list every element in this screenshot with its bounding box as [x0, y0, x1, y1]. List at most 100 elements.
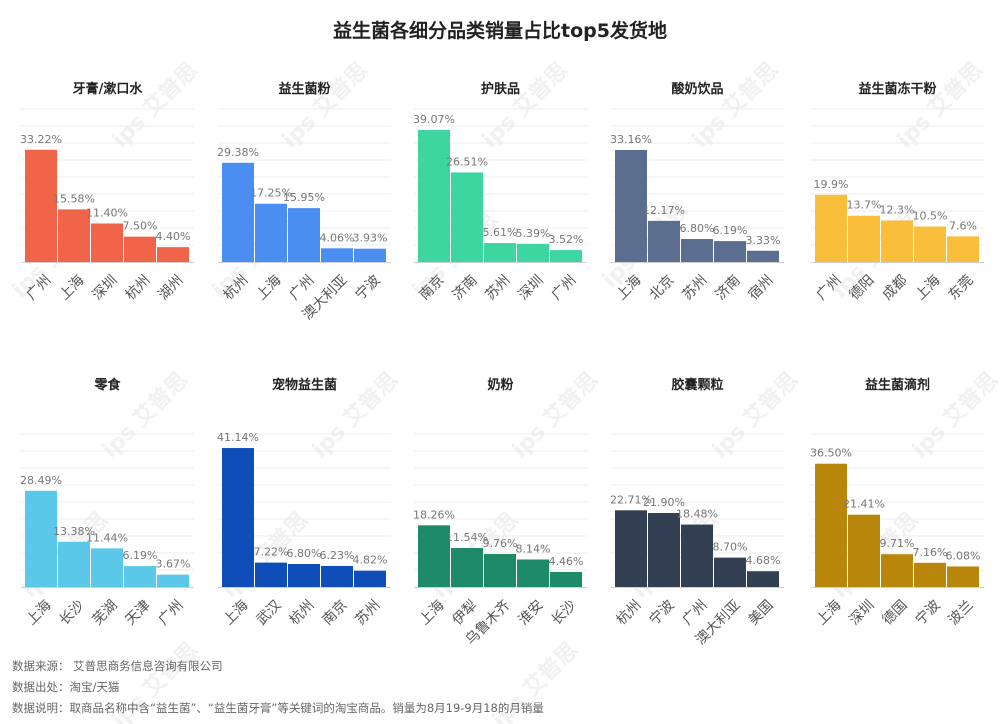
bar: [157, 574, 189, 587]
data-label: 36.50%: [810, 447, 852, 460]
bar: [451, 548, 483, 587]
category-label: 济南: [712, 272, 743, 303]
category-label: 宁波: [352, 272, 384, 304]
category-label: 北京: [646, 272, 677, 303]
data-label: 3.52%: [549, 233, 584, 246]
watermark: ips 艾普思: [507, 367, 603, 463]
category-label: 深圳: [89, 272, 120, 303]
bar: [321, 248, 353, 262]
watermark: ips 艾普思: [477, 57, 573, 153]
bar: [517, 243, 549, 262]
category-label: 苏州: [352, 597, 383, 628]
data-label: 26.51%: [446, 155, 488, 168]
data-label: 21.41%: [843, 498, 885, 511]
bar: [947, 566, 979, 587]
category-label: 广州: [155, 597, 186, 628]
data-label: 3.67%: [156, 558, 191, 571]
bar: [881, 554, 913, 587]
data-label: 4.82%: [353, 554, 388, 567]
category-label: 成都: [879, 272, 910, 303]
bar: [714, 557, 746, 587]
data-label: 15.58%: [53, 192, 95, 205]
data-label: 7.50%: [123, 220, 158, 233]
data-label: 3.33%: [746, 234, 781, 247]
data-label: 10.5%: [913, 210, 948, 223]
data-label: 6.19%: [713, 224, 748, 237]
bar: [615, 149, 647, 262]
data-label: 13.38%: [53, 525, 95, 538]
data-label: 29.38%: [217, 146, 259, 159]
footer: 数据来源： 艾普思商务信息咨询有限公司 数据出处：淘宝/天猫 数据说明：取商品名…: [12, 656, 544, 719]
data-label: 4.40%: [156, 230, 191, 243]
data-label: 33.22%: [20, 133, 62, 146]
category-label: 广州: [548, 272, 579, 303]
bar: [451, 172, 483, 262]
category-label: 长沙: [548, 597, 579, 628]
bar: [255, 203, 287, 262]
data-label: 18.26%: [413, 508, 455, 521]
data-label: 6.19%: [123, 549, 158, 562]
bar: [648, 513, 680, 587]
bar: [124, 236, 156, 262]
bar: [681, 524, 713, 587]
category-label: 苏州: [679, 272, 710, 303]
data-label: 8.70%: [713, 541, 748, 554]
category-label: 美国: [745, 597, 776, 628]
bar: [714, 241, 746, 262]
bar: [681, 239, 713, 262]
bar: [881, 220, 913, 262]
bar: [418, 525, 450, 587]
bar: [124, 566, 156, 587]
data-label: 18.48%: [676, 508, 718, 521]
category-label: 武汉: [253, 597, 284, 628]
data-label: 39.07%: [413, 113, 455, 126]
data-label: 3.93%: [353, 232, 388, 245]
category-label: 宁波: [912, 597, 944, 629]
bar: [550, 571, 582, 587]
bar: [517, 559, 549, 587]
bar: [747, 250, 779, 262]
chart-title: 牙膏/漱口水: [73, 81, 144, 97]
data-label: 33.16%: [610, 133, 652, 146]
category-label: 济南: [449, 272, 480, 303]
bar: [914, 562, 946, 587]
data-label: 21.90%: [643, 496, 685, 509]
chart-title: 宠物益生菌: [272, 377, 337, 393]
bar: [418, 130, 450, 262]
bar: [648, 220, 680, 262]
bar: [321, 565, 353, 587]
data-label: 12.17%: [643, 204, 685, 217]
data-label: 5.39%: [516, 227, 551, 240]
bar: [848, 514, 880, 587]
data-label: 4.06%: [320, 231, 355, 244]
data-label: 4.68%: [746, 554, 781, 567]
data-label: 41.14%: [217, 431, 259, 444]
data-label: 11.44%: [86, 531, 128, 544]
data-label: 28.49%: [20, 474, 62, 487]
bar: [815, 194, 847, 262]
data-label: 6.80%: [287, 547, 322, 560]
chart-title: 胶囊颗粒: [671, 377, 723, 393]
footer-source: 数据来源： 艾普思商务信息咨询有限公司: [12, 659, 223, 673]
bar: [288, 208, 320, 262]
bar: [914, 226, 946, 262]
category-label: 天津: [122, 597, 153, 628]
data-label: 22.71%: [610, 493, 652, 506]
data-label: 12.3%: [880, 203, 915, 216]
data-label: 7.6%: [949, 219, 977, 232]
bar: [222, 448, 254, 587]
category-label: 南京: [319, 597, 350, 628]
data-label: 4.46%: [549, 555, 584, 568]
watermark: ips 艾普思: [687, 57, 783, 153]
chart-title: 零食: [93, 377, 121, 393]
category-label: 上海: [253, 272, 284, 303]
data-label: 7.16%: [913, 546, 948, 559]
bar: [354, 570, 386, 587]
category-label: 苏州: [482, 272, 513, 303]
chart-title: 益生菌冻干粉: [858, 81, 936, 97]
category-label: 上海: [220, 597, 251, 628]
category-label: 宿州: [745, 272, 777, 304]
watermark: ips 艾普思: [277, 57, 373, 153]
chart-title: 奶粉: [486, 377, 513, 393]
